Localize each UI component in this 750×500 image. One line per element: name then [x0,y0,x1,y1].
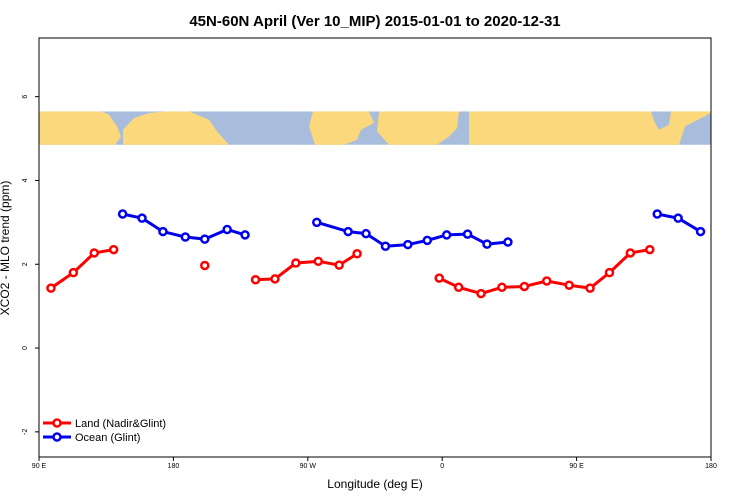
data-point [270,274,280,284]
data-point [476,288,486,299]
landmass-3 [309,111,374,145]
data-point [108,244,119,255]
y-tick-label: -2 [22,429,29,435]
legend-swatch-marker [52,418,62,428]
y-tick-label: 0 [22,346,29,350]
y-tick-label: 2 [22,262,29,266]
data-point [434,273,444,283]
legend-swatch-marker [52,432,62,442]
y-tick-label: 6 [22,95,29,99]
data-point [585,283,595,293]
data-point [137,213,147,223]
series-line [316,220,509,248]
data-point [158,226,168,237]
data-point [403,239,413,250]
data-point [541,276,552,286]
landmass-2 [123,111,229,145]
series-ocean [117,209,706,251]
map-strip [39,111,711,145]
data-point [604,267,615,278]
data-point [180,232,191,242]
data-point [453,282,464,293]
data-point [361,228,371,239]
data-point [222,224,232,235]
plot-frame [38,37,712,458]
data-point [250,275,261,285]
legend-label: Land (Nadir&Glint) [75,418,166,430]
legend: Land (Nadir&Glint) Ocean (Glint) [43,418,166,444]
data-point [117,209,128,219]
series-layer [46,209,706,299]
data-point [673,213,683,223]
data-point [312,217,322,228]
data-point [645,244,655,255]
x-axis: 90 E 180 90 W 0 90 E 180 [32,457,717,470]
data-point [334,260,344,270]
x-tick-label: 0 [440,463,444,470]
data-point [625,248,636,258]
data-point [462,229,473,239]
data-point [695,226,706,237]
map-strip-land [39,111,711,145]
data-point [352,249,362,259]
legend-label: Ocean (Glint) [75,432,140,444]
data-point [313,256,324,267]
x-axis-label: Longitude (deg E) [327,477,422,491]
data-point [68,267,79,278]
series-line [438,248,651,296]
landmass-5 [469,111,711,145]
data-point [380,241,391,251]
data-point [441,230,452,240]
chart-title: 45N-60N April (Ver 10_MIP) 2015-01-01 to… [189,13,560,30]
data-point [46,283,56,293]
series-land [46,244,655,299]
data-point [503,237,513,247]
series-line [50,248,114,290]
data-point [422,235,433,246]
landmass-1 [39,111,121,145]
y-axis-label: XCO2 - MLO trend (ppm) [0,181,12,316]
x-tick-label: 90 W [300,463,317,470]
x-tick-label: 180 [168,463,180,470]
data-point [652,209,662,219]
x-tick-label: 90 E [32,463,47,470]
y-tick-label: 4 [22,178,29,182]
data-point [343,226,353,237]
data-point [200,234,210,244]
x-tick-label: 180 [705,463,717,470]
data-point [89,248,100,258]
data-point [519,281,530,292]
data-point [564,280,574,290]
data-point [200,260,210,271]
data-point [240,230,250,240]
data-point [291,258,301,268]
data-point [482,239,492,249]
data-point [497,282,507,293]
landmass-4 [377,111,459,145]
x-tick-label: 90 E [569,463,584,470]
y-axis: -2 0 2 4 6 [22,95,39,435]
